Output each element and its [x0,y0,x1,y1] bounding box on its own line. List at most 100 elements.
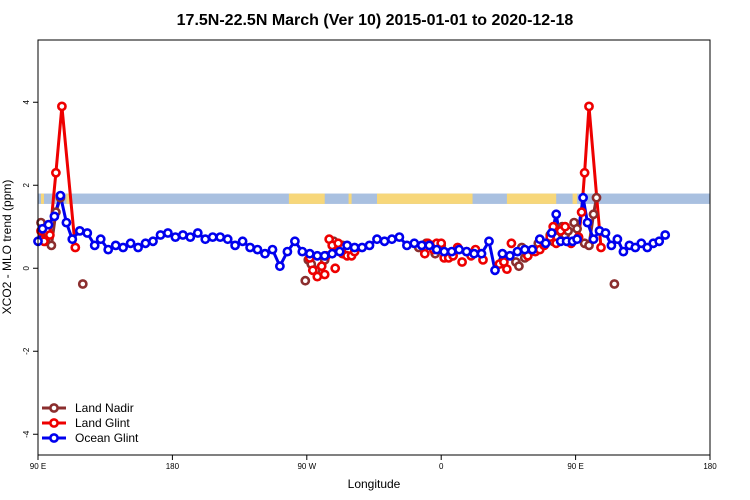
ocean-glint-point [476,248,487,259]
legend-label: Ocean Glint [75,431,139,445]
ocean-glint-point [512,246,523,257]
surface-band-land [506,193,557,204]
legend-label: Land Glint [75,416,130,430]
x-tick-label: 180 [166,462,180,471]
surface-band [38,193,710,204]
land-glint-point [419,248,430,259]
land-glint-point [596,242,606,253]
y-tick-label: 4 [22,99,31,104]
ocean-glint-point [67,234,78,245]
legend-swatch-marker [49,418,59,428]
ocean-glint-point [606,240,617,251]
ocean-glint-point [484,236,494,247]
ocean-glint-point [155,230,166,240]
land-glint-point [436,238,447,249]
ocean-glint-point [372,234,382,245]
x-axis-label: Longitude [348,477,401,491]
y-tick-label: -2 [22,347,31,355]
legend-label: Land Nadir [75,401,134,415]
ocean-glint-point [461,246,472,257]
ocean-glint-point [289,236,300,247]
ocean-glint-point [618,246,629,257]
ocean-glint-point [660,230,671,240]
land-nadir-point [584,240,594,251]
ocean-glint-point [519,244,530,255]
ocean-glint-point [89,240,100,251]
x-tick-label: 180 [703,462,717,471]
chart-title: 17.5N-22.5N March (Ver 10) 2015-01-01 to… [177,12,574,29]
ocean-glint-point [74,225,85,236]
ocean-glint-point [260,248,270,259]
land-glint-point [57,101,67,112]
y-tick-label: 0 [22,265,31,270]
land-nadir-point [46,240,57,251]
land-glint-point [579,167,590,178]
ocean-glint-point [416,240,427,251]
ocean-glint-point [439,246,450,257]
land-glint-point [45,230,55,240]
legend-swatch-marker [49,433,59,443]
land-glint-point [70,242,81,253]
ocean-glint-point [497,248,508,259]
land-glint-point [501,264,512,274]
ocean-glint-point [82,228,93,238]
series-points [33,101,671,289]
ocean-glint-point [446,246,457,257]
ocean-glint-point [170,232,181,242]
ocean-glint-point [327,248,338,259]
ocean-glint-point [572,234,582,245]
ocean-glint-point [55,190,66,201]
surface-band-ocean [38,193,710,204]
x-tick-label: 90 E [30,462,46,471]
ocean-glint-point [342,240,352,251]
x-tick-label: 90 W [297,462,316,471]
land-glint-point [330,263,341,274]
ocean-glint-point [118,242,128,253]
y-tick-label: -4 [22,430,31,438]
land-nadir-point [572,223,582,234]
ocean-glint-point [490,265,500,276]
ocean-glint-point [334,246,345,257]
ocean-glint-point [304,248,315,259]
land-nadir-point [514,261,524,272]
ocean-glint-point [207,232,218,242]
ocean-glint-point [252,244,263,255]
land-glint-point [576,207,587,218]
ocean-glint-point [103,244,114,255]
ocean-glint-point [274,261,285,272]
plot-frame [37,39,711,456]
ocean-glint-point [546,228,557,238]
y-axis-label: XCO2 - MLO trend (ppm) [0,180,14,315]
ocean-glint-point [95,234,106,245]
surface-band-land [348,193,352,204]
surface-band-land [66,193,70,204]
ocean-glint-point [192,228,203,238]
y-axis: -4 -2 0 2 4 [22,99,38,438]
ocean-glint-point [540,238,551,249]
surface-band-land [376,193,473,204]
ocean-glint-point [267,244,278,255]
x-tick-label: 90 E [567,462,583,471]
land-nadir-point [609,279,620,289]
ocean-glint-point [133,242,143,253]
ocean-glint-point [282,246,293,257]
ocean-glint-point [582,217,593,228]
ocean-glint-point [125,238,136,249]
ocean-glint-point [230,240,240,251]
y-tick-label: 2 [22,182,31,187]
land-glint-point [307,265,318,276]
ocean-glint-point [409,238,420,249]
legend-swatch-marker [49,403,59,413]
x-tick-label: 0 [439,462,444,471]
ocean-glint-point [297,246,308,257]
ocean-glint-point [386,234,397,245]
x-axis: 90 E 180 90 W 0 90 E 180 [30,455,717,471]
ocean-glint-point [49,211,60,222]
ocean-glint-point [504,250,515,261]
land-glint-point [319,269,330,280]
ocean-glint-point [349,242,360,253]
land-glint-point [584,101,594,112]
ocean-glint-point [140,238,151,249]
